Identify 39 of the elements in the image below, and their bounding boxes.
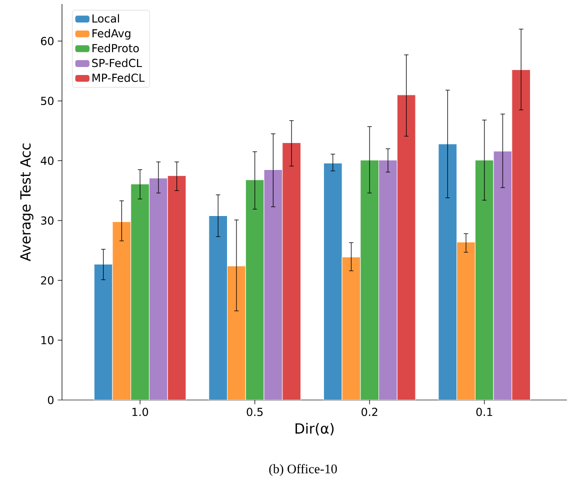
y-tick-label: 0 (48, 396, 54, 404)
legend-label: SP-FedCL (92, 58, 142, 68)
bar (282, 142, 301, 400)
y-tick-label: 60 (40, 36, 54, 46)
x-tick-label: 1.0 (132, 408, 148, 416)
y-tick-label: 50 (41, 96, 54, 106)
bar (94, 264, 113, 400)
bar (456, 242, 476, 400)
x-tick-label: 0.5 (246, 408, 263, 416)
bar (493, 150, 512, 400)
x-axis-title: Dir(α) (296, 422, 334, 436)
y-tick-label: 30 (41, 216, 54, 225)
legend-label: MP-FedCL (92, 73, 145, 82)
bar (264, 169, 283, 400)
y-axis-title: Average Test Acc (20, 144, 34, 262)
bar (112, 221, 132, 400)
bar (245, 180, 264, 400)
text: (b) Office-10 (269, 464, 337, 476)
bar (167, 175, 186, 400)
legend-label: Local (92, 14, 119, 23)
legend-label: FedProto (92, 44, 139, 52)
bar (208, 216, 228, 400)
x-tick-label: 0.1 (476, 408, 492, 416)
bar (438, 144, 458, 400)
bar (378, 160, 398, 400)
bar (342, 256, 361, 400)
bar (474, 160, 494, 400)
y-tick-label: 10 (41, 336, 54, 344)
bar (323, 162, 342, 400)
legend-label: FedAvg (92, 28, 130, 40)
x-tick-label: 0.2 (362, 408, 378, 416)
bar (512, 70, 531, 400)
y-tick-label: 40 (40, 156, 54, 165)
bar (227, 266, 246, 400)
bar (148, 178, 168, 400)
y-tick-label: 20 (41, 276, 54, 285)
bar (360, 160, 380, 400)
bar (396, 94, 416, 400)
bar (130, 184, 150, 400)
